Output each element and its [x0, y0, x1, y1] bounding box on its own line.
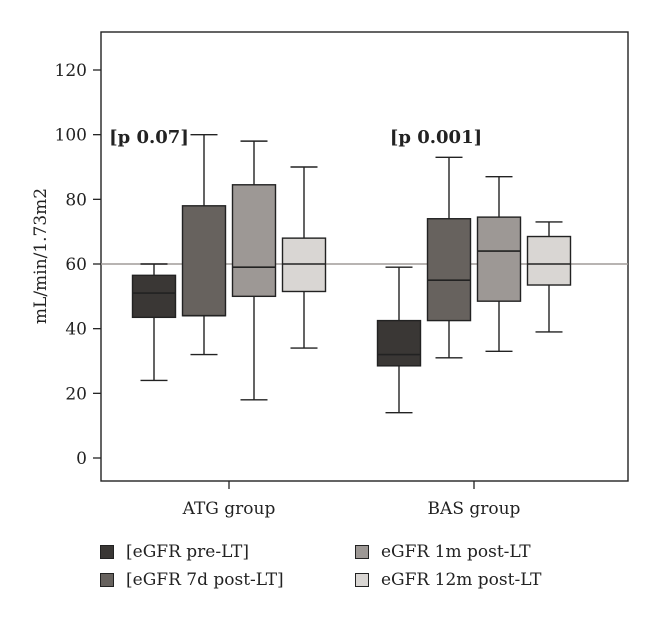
- y-axis-label: mL/min/1.73m2: [31, 188, 51, 324]
- legend: [eGFR pre-LT] [eGFR 7d post-LT] eGFR 1m …: [100, 540, 620, 600]
- annotation-group-0: [p 0.07]: [109, 127, 189, 148]
- box-g0-s1: [181, 205, 227, 317]
- y-tick-label-120: 120: [55, 61, 87, 81]
- legend-item-1m-post-lt: eGFR 1m post-LT: [355, 542, 531, 562]
- y-tick-label-80: 80: [65, 190, 87, 210]
- y-axis: 0 20 40 60 80 100 120: [55, 61, 101, 469]
- y-tick-label-0: 0: [76, 449, 87, 469]
- box-g1-s0: [376, 319, 422, 367]
- x-tick-label-0: ATG group: [182, 499, 276, 519]
- legend-swatch-12m-post-lt: [355, 573, 369, 587]
- legend-label-1m-post-lt: eGFR 1m post-LT: [381, 542, 531, 562]
- legend-swatch-pre-lt: [100, 545, 114, 559]
- y-tick-label-60: 60: [65, 255, 87, 275]
- y-tick-label-100: 100: [55, 126, 87, 146]
- box-g0-s2: [231, 184, 277, 298]
- legend-item-pre-lt: [eGFR pre-LT]: [100, 542, 249, 562]
- legend-label-pre-lt: [eGFR pre-LT]: [126, 542, 249, 562]
- box-g0-s0: [131, 274, 177, 319]
- legend-label-12m-post-lt: eGFR 12m post-LT: [381, 570, 542, 590]
- y-tick-label-20: 20: [65, 384, 87, 404]
- legend-item-12m-post-lt: eGFR 12m post-LT: [355, 570, 541, 590]
- box-g1-s3: [526, 235, 572, 286]
- legend-item-7d-post-lt: [eGFR 7d post-LT]: [100, 570, 284, 590]
- plot-frame: [100, 31, 629, 482]
- annotation-group-1: [p 0.001]: [390, 127, 482, 148]
- legend-swatch-1m-post-lt: [355, 545, 369, 559]
- box-g0-s3: [281, 237, 327, 293]
- legend-swatch-7d-post-lt: [100, 573, 114, 587]
- boxes-layer: [131, 133, 572, 414]
- legend-label-7d-post-lt: [eGFR 7d post-LT]: [126, 570, 284, 590]
- x-axis: ATG group BAS group: [182, 481, 521, 519]
- x-tick-label-1: BAS group: [428, 499, 521, 519]
- annotations-layer: [p 0.07] [p 0.001]: [109, 127, 482, 148]
- box-g1-s2: [476, 216, 522, 302]
- box-g1-s1: [426, 218, 472, 322]
- y-tick-label-40: 40: [65, 320, 87, 340]
